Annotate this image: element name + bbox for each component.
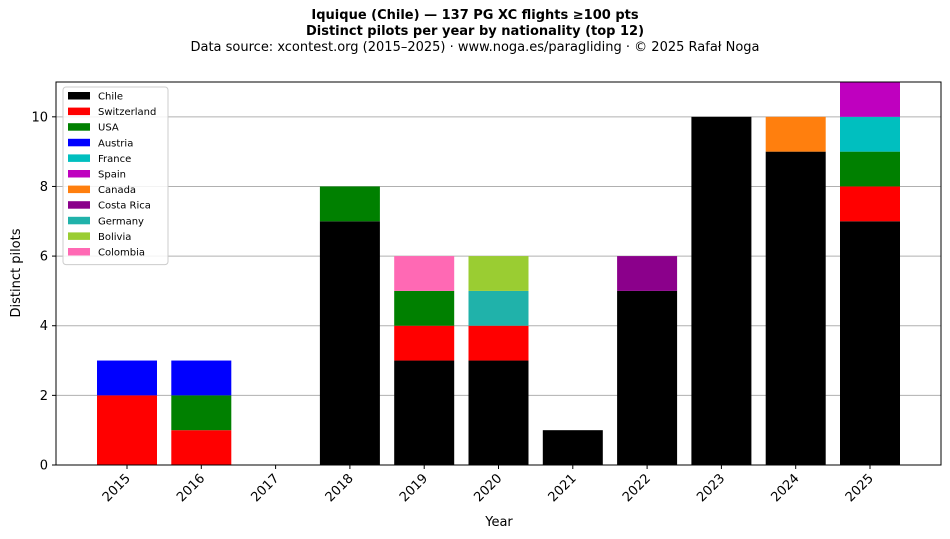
bar-segment (840, 82, 900, 117)
y-tick-label: 2 (40, 389, 48, 404)
bar-segment (840, 116, 900, 152)
legend-label: Costa Rica (98, 201, 151, 212)
legend-swatch (68, 123, 90, 131)
x-tick-label: 2019 (397, 471, 431, 505)
legend-swatch (68, 216, 90, 225)
bar-segment (840, 151, 900, 187)
bar-segment (394, 290, 455, 326)
bar-segment (840, 186, 900, 222)
legend-label: Colombia (98, 248, 145, 259)
bars-group (97, 82, 900, 466)
legend-swatch (68, 185, 90, 194)
bar-segment (319, 186, 380, 222)
bar-segment (468, 256, 529, 291)
bar-segment (171, 395, 232, 431)
bar-segment (765, 151, 826, 466)
bar-segment (468, 290, 529, 326)
bar-segment (171, 360, 232, 396)
bar-segment (468, 360, 529, 465)
bar-segment (468, 325, 529, 361)
bar-segment (171, 430, 232, 465)
bar-segment (765, 116, 826, 152)
legend-swatch (68, 138, 90, 147)
x-tick-label: 2021 (546, 471, 580, 505)
legend-label: Canada (98, 185, 136, 196)
chart-title: Iquique (Chile) — 137 PG XC flights ≥100… (311, 8, 639, 23)
legend-label: Bolivia (98, 232, 131, 243)
y-tick-label: 10 (31, 110, 48, 125)
bar-segment (97, 360, 157, 396)
legend-label: Chile (98, 92, 123, 103)
x-tick-label: 2016 (174, 471, 208, 505)
y-tick-label: 4 (40, 319, 48, 334)
bar-segment (840, 221, 900, 465)
y-tick-label: 0 (40, 459, 48, 474)
legend-swatch (68, 232, 90, 240)
bar-segment (542, 430, 603, 465)
bar-segment (617, 290, 678, 465)
x-tick-label: 2015 (100, 471, 134, 505)
chart-subtitle: Distinct pilots per year by nationality … (305, 24, 645, 39)
x-tick-label: 2018 (323, 471, 357, 505)
legend-swatch (68, 170, 90, 178)
legend-swatch (68, 92, 90, 100)
x-axis-label: Year (484, 515, 513, 530)
legend-swatch (68, 201, 90, 209)
x-tick-label: 2023 (694, 471, 728, 505)
bar-segment (319, 221, 380, 465)
bar-segment (394, 360, 455, 465)
chart-titles: Iquique (Chile) — 137 PG XC flights ≥100… (0, 8, 950, 56)
legend-swatch (68, 248, 90, 256)
legend-label: France (98, 154, 131, 165)
y-tick-label: 8 (40, 180, 48, 195)
legend-label: Austria (98, 138, 133, 149)
x-tick-label: 2020 (471, 471, 505, 505)
legend-swatch (68, 107, 90, 116)
legend-label: Spain (98, 170, 126, 181)
plot-frame (55, 81, 942, 466)
legend-label: Switzerland (98, 107, 156, 118)
bar-segment (394, 256, 455, 291)
legend-label: USA (98, 123, 119, 134)
y-tick-label: 6 (40, 250, 48, 265)
y-axis-label: Distinct pilots (9, 228, 24, 317)
chart-source: Data source: xcontest.org (2015–2025) · … (190, 40, 760, 55)
legend-swatch (68, 154, 90, 162)
bar-segment (617, 256, 678, 291)
x-tick-label: 2024 (769, 471, 803, 505)
legend: Chile Switzerland USA Austria France Spain Can… (62, 86, 169, 266)
x-tick-label: 2022 (620, 471, 654, 505)
x-tick-label: 2025 (843, 471, 877, 505)
bar-segment (394, 325, 455, 361)
x-tick-label: 2017 (248, 471, 282, 505)
bar-segment (691, 116, 752, 466)
bar-segment (97, 395, 157, 465)
legend-label: Germany (98, 216, 144, 227)
